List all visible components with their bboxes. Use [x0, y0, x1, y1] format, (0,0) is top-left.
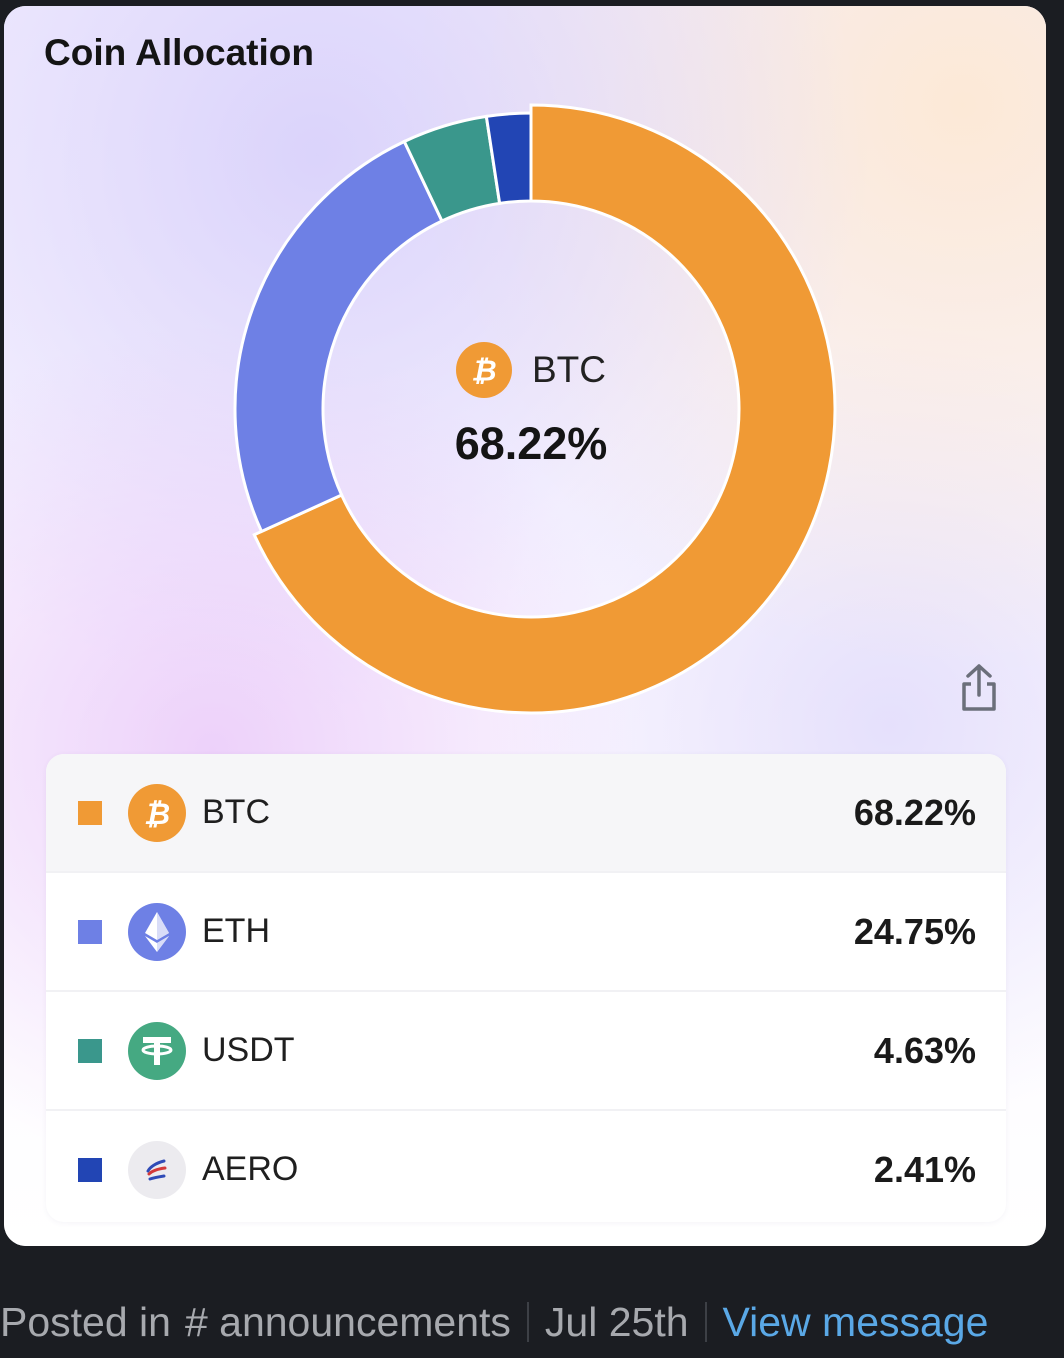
- coin-symbol: USDT: [202, 1031, 295, 1069]
- view-message-link[interactable]: View message: [722, 1298, 989, 1345]
- bitcoin-icon: ₿: [128, 783, 186, 842]
- list-item[interactable]: ₿ BTC 68.22%: [46, 754, 1006, 873]
- bitcoin-icon: ₿: [456, 342, 512, 398]
- channel-link[interactable]: # announcements: [184, 1298, 511, 1345]
- svg-text:₿: ₿: [144, 797, 170, 832]
- post-date: Jul 25th: [544, 1298, 689, 1345]
- coin-allocation-card: Coin Allocation ₿ BTC 68.22% ₿ BTC 68.22…: [4, 6, 1046, 1246]
- footer-divider: [704, 1302, 707, 1342]
- coin-symbol: AERO: [202, 1150, 299, 1188]
- ethereum-icon: [128, 902, 186, 961]
- card-title: Coin Allocation: [44, 32, 314, 73]
- legend-swatch: [78, 919, 102, 944]
- tether-icon: [128, 1021, 186, 1080]
- donut-slice-eth[interactable]: [233, 139, 444, 534]
- aerodrome-icon: [128, 1140, 186, 1199]
- share-button[interactable]: [954, 661, 1004, 715]
- donut-chart: [233, 103, 837, 715]
- coin-percent: 4.63%: [873, 1029, 976, 1071]
- posted-in-label: Posted in: [0, 1298, 171, 1345]
- share-icon: [962, 664, 996, 711]
- list-item[interactable]: ETH 24.75%: [46, 873, 1006, 992]
- coin-symbol: ETH: [202, 912, 270, 950]
- coin-symbol: BTC: [202, 793, 270, 831]
- donut-center-label: ₿ BTC 68.22%: [386, 342, 676, 470]
- center-percent: 68.22%: [454, 418, 608, 469]
- list-item[interactable]: USDT 4.63%: [46, 992, 1006, 1111]
- svg-text:₿: ₿: [471, 354, 496, 388]
- center-symbol: BTC: [532, 349, 606, 390]
- donut-slice-aero[interactable]: [484, 111, 533, 206]
- donut-slice-btc[interactable]: [252, 103, 837, 715]
- allocation-list: ₿ BTC 68.22% ETH 24.75%: [46, 754, 1006, 1222]
- legend-swatch: [78, 800, 102, 825]
- coin-percent: 2.41%: [873, 1148, 976, 1190]
- coin-percent: 68.22%: [853, 791, 976, 833]
- message-footer: Posted in # announcements Jul 25th View …: [0, 1294, 1064, 1350]
- legend-swatch: [78, 1038, 102, 1063]
- legend-swatch: [78, 1157, 102, 1182]
- coin-percent: 24.75%: [853, 910, 976, 952]
- footer-divider: [526, 1302, 529, 1342]
- list-item[interactable]: AERO 2.41%: [46, 1111, 1006, 1222]
